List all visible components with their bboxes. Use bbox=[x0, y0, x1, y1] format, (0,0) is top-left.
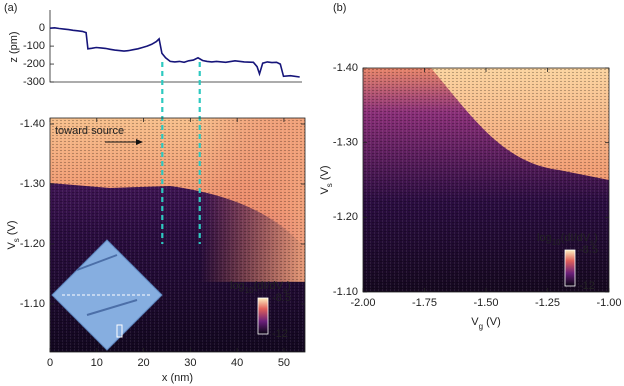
colorbar bbox=[564, 249, 576, 287]
annotation-arrowhead bbox=[136, 139, 143, 145]
x-axis-label-unit: (V) bbox=[483, 316, 501, 328]
panel-label: (a) bbox=[4, 2, 17, 14]
colorbar-label-part: ) bbox=[287, 280, 291, 292]
y-axis-label-main: V bbox=[6, 242, 18, 250]
colorbar-tick-label: -8.5 bbox=[579, 244, 598, 256]
x-tick-label: 50 bbox=[278, 357, 290, 369]
height-profile bbox=[49, 26, 300, 78]
y-tick-label: -1.40 bbox=[333, 62, 358, 74]
x-tick-label: 30 bbox=[184, 357, 196, 369]
colorbar-tick-label: -12 bbox=[272, 328, 288, 340]
inset-scale bbox=[116, 324, 123, 338]
colorbar bbox=[257, 297, 269, 335]
y-axis-label: Vs (V) bbox=[6, 220, 21, 249]
colorbar-label: log10(dI/dVs) bbox=[537, 232, 598, 247]
y-tick-label: -1.10 bbox=[20, 298, 45, 310]
x-axis-label: x (nm) bbox=[162, 372, 193, 384]
inset-terraces bbox=[76, 254, 138, 316]
y-tick-label: -1.30 bbox=[20, 178, 45, 190]
y-tick-label: -100 bbox=[23, 40, 45, 52]
y-tick-label: 0 bbox=[39, 22, 45, 34]
axes-box bbox=[49, 117, 306, 353]
colorbar-label-part: log bbox=[230, 280, 245, 292]
colorbar-label-part: ) bbox=[594, 232, 598, 244]
x-tick-label: 10 bbox=[91, 357, 103, 369]
y-axis-label-unit: (V) bbox=[6, 220, 18, 238]
y-axis-label-unit: (V) bbox=[319, 165, 331, 183]
y-axis-label: Vs (V) bbox=[319, 165, 334, 194]
x-tick-label: -1.50 bbox=[473, 297, 498, 309]
annotation: toward source bbox=[55, 125, 124, 137]
colorbar-label: log10(dI/dVs) bbox=[230, 280, 291, 295]
y-axis-label-main: V bbox=[319, 187, 331, 195]
y-axis-label-sub: s bbox=[12, 238, 21, 242]
colorbar-tick-label: -12 bbox=[579, 280, 595, 292]
colorbar-label-part: (dI/dV bbox=[561, 232, 591, 244]
x-tick-label: -2.00 bbox=[350, 297, 375, 309]
x-tick-label: 40 bbox=[231, 357, 243, 369]
x-tick-label: -1.25 bbox=[535, 297, 560, 309]
x-axis-label-sub: g bbox=[479, 322, 483, 331]
colorbar-label-part: 10 bbox=[245, 286, 254, 295]
y-tick-label: -1.20 bbox=[20, 238, 45, 250]
y-tick-label: -1.30 bbox=[333, 137, 358, 149]
y-tick-label: -1.40 bbox=[20, 118, 45, 130]
y-tick-label: -1.10 bbox=[333, 286, 358, 298]
x-axis-label-main: V bbox=[471, 316, 479, 328]
colorbar-tick-label: -8.5 bbox=[272, 292, 291, 304]
y-tick-label: -200 bbox=[23, 58, 45, 70]
colorbar-label-part: (dI/dV bbox=[254, 280, 284, 292]
x-tick-label: 20 bbox=[137, 357, 149, 369]
colorbar-label-part: s bbox=[590, 238, 594, 247]
x-tick-label: -1.75 bbox=[412, 297, 437, 309]
x-tick-label: 0 bbox=[47, 357, 53, 369]
x-tick-label: -1.00 bbox=[596, 297, 621, 309]
colorbar-label-part: log bbox=[537, 232, 552, 244]
y-tick-label: -300 bbox=[23, 76, 45, 88]
y-axis-label: z (pm) bbox=[8, 31, 20, 62]
x-axis-label: Vg (V) bbox=[471, 316, 501, 331]
colorbar-label-part: s bbox=[283, 286, 287, 295]
y-axis-label-sub: s bbox=[325, 183, 334, 187]
colorbar-label-part: 10 bbox=[552, 238, 561, 247]
panel-label: (b) bbox=[333, 2, 346, 14]
y-tick-label: -1.20 bbox=[333, 211, 358, 223]
